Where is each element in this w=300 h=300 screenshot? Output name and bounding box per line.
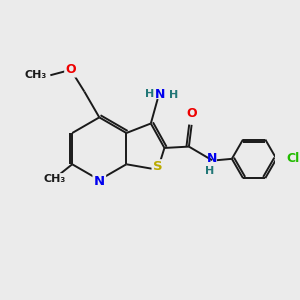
Text: O: O xyxy=(65,63,76,76)
Text: CH₃: CH₃ xyxy=(44,174,66,184)
Text: CH₃: CH₃ xyxy=(25,70,47,80)
Text: H: H xyxy=(169,90,178,100)
Text: O: O xyxy=(186,107,197,120)
Text: N: N xyxy=(207,152,217,165)
Text: N: N xyxy=(155,88,166,101)
Text: S: S xyxy=(153,160,162,173)
Text: Cl: Cl xyxy=(286,152,300,165)
Text: H: H xyxy=(145,88,154,99)
Text: H: H xyxy=(205,166,214,176)
Text: N: N xyxy=(94,175,105,188)
